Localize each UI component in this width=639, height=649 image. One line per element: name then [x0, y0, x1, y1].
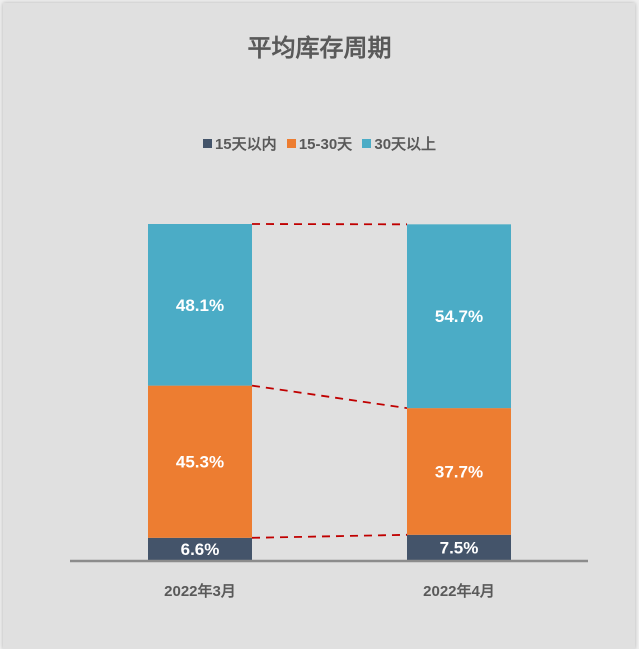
legend-label: 15-30天 [298, 136, 353, 153]
legend-label: 30天以上 [374, 136, 437, 153]
bar-segment [148, 537, 252, 560]
legend-label: 15天以内 [214, 136, 277, 153]
legend-item-1: 15-30天 [286, 133, 353, 154]
legend: 15天以内 15-30天 30天以上 [0, 133, 639, 154]
legend-swatch [362, 139, 372, 148]
data-label: 48.1% [176, 296, 224, 315]
bar-segment [148, 224, 252, 386]
bar-segment [407, 534, 511, 560]
x-tick-label: 2022年3月 [164, 582, 236, 600]
legend-swatch [286, 139, 296, 148]
x-tick-label: 2022年4月 [423, 582, 495, 600]
data-label: 37.7% [435, 462, 483, 481]
chart-title: 平均库存周期 [247, 35, 392, 62]
data-label: 54.7% [435, 307, 483, 326]
bar-segment [407, 408, 511, 535]
series-line [251, 533, 408, 539]
bar-segment [148, 385, 252, 538]
data-label: 6.6% [181, 540, 220, 559]
legend-item-2: 30天以上 [362, 133, 436, 154]
bar-segment [407, 224, 511, 409]
chart-area [3, 3, 635, 649]
legend-swatch [202, 139, 212, 148]
series-line [251, 384, 408, 410]
legend-item-0: 15天以内 [202, 133, 277, 154]
data-label: 7.5% [440, 538, 479, 557]
data-label: 45.3% [176, 453, 224, 472]
